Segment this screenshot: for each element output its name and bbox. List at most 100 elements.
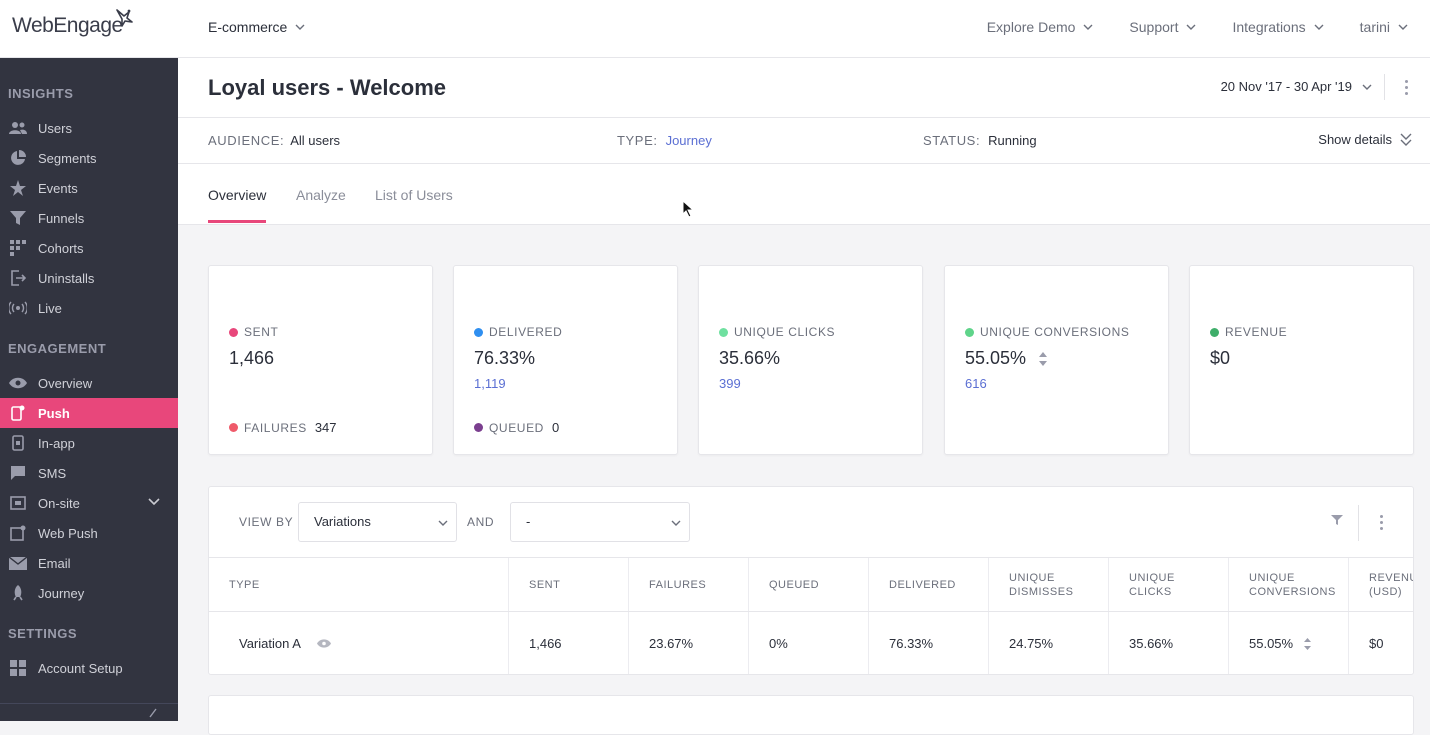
sidebar-item-users[interactable]: Users: [0, 113, 178, 143]
show-details-label: Show details: [1318, 132, 1392, 147]
status-value: Running: [988, 133, 1037, 148]
sidebar-item-account-setup[interactable]: Account Setup: [0, 653, 178, 683]
rocket-icon: [9, 585, 27, 601]
sidebar-item-label: In-app: [38, 435, 75, 451]
col-header-unique-dismisses[interactable]: UNIQUE DISMISSES: [989, 558, 1109, 611]
sidebar-section-settings: SETTINGS: [8, 626, 78, 641]
status-field: STATUS: Running: [923, 133, 1037, 148]
cell-unique-dismisses: 24.75%: [989, 612, 1109, 674]
view-by-select[interactable]: Variations: [298, 502, 457, 542]
unique-clicks-count-link[interactable]: 399: [719, 376, 741, 391]
sidebar-item-segments[interactable]: Segments: [0, 143, 178, 173]
stat-value-row: 55.05%: [965, 348, 1048, 369]
support-menu[interactable]: Support: [1129, 19, 1196, 35]
envelope-icon: [9, 555, 27, 571]
sidebar-item-funnels[interactable]: Funnels: [0, 203, 178, 233]
grid-dots-icon: [9, 240, 27, 256]
eye-icon: [9, 375, 27, 391]
failures-label: FAILURES: [244, 420, 307, 435]
col-header-revenue[interactable]: REVENUE(USD): [1349, 558, 1413, 611]
page-title: Loyal users - Welcome: [208, 75, 447, 100]
secondary-view-select[interactable]: -: [510, 502, 690, 542]
sidebar-item-label: Account Setup: [38, 660, 123, 676]
table-row[interactable]: Variation A 1,466 23.67% 0% 76.33% 24.75…: [209, 612, 1413, 674]
cell-unique-clicks: 35.66%: [1109, 612, 1229, 674]
sort-arrows-icon[interactable]: [1303, 637, 1312, 651]
col-header-queued[interactable]: QUEUED: [749, 558, 869, 611]
sidebar-collapse-bar[interactable]: [0, 703, 178, 721]
funnel-icon: [9, 210, 27, 226]
sidebar-item-cohorts[interactable]: Cohorts: [0, 233, 178, 263]
sidebar: INSIGHTS Users Segments Events Funnels C…: [0, 58, 178, 721]
view-by-value: Variations: [314, 514, 371, 529]
stat-card-unique-conversions: UNIQUE CONVERSIONS 55.05% 616: [944, 265, 1169, 455]
unique-conversions-dot: [965, 327, 974, 337]
explore-demo-menu[interactable]: Explore Demo: [987, 19, 1094, 35]
stat-label: UNIQUE CLICKS: [734, 325, 836, 339]
logo-bird-icon: [116, 9, 133, 27]
date-range-picker[interactable]: 20 Nov '17 - 30 Apr '19: [1221, 79, 1372, 94]
col-header-text: QUEUED: [769, 578, 820, 591]
filter-icon[interactable]: [1331, 514, 1343, 526]
collapse-arrow-icon[interactable]: [148, 708, 158, 718]
sidebar-item-live[interactable]: Live: [0, 293, 178, 323]
sidebar-item-events[interactable]: Events: [0, 173, 178, 203]
sidebar-item-email[interactable]: Email: [0, 548, 178, 578]
col-header-sent[interactable]: SENT: [509, 558, 629, 611]
type-link[interactable]: Journey: [665, 133, 712, 148]
exit-icon: [9, 270, 27, 286]
integrations-menu[interactable]: Integrations: [1232, 19, 1324, 35]
col-header-unique-clicks[interactable]: UNIQUE CLICKS: [1109, 558, 1229, 611]
sidebar-item-web-push[interactable]: Web Push: [0, 518, 178, 548]
stat-card-unique-clicks: UNIQUE CLICKS 35.66% 399: [698, 265, 923, 455]
chevron-down-icon: [1362, 84, 1372, 90]
stat-value: 35.66%: [719, 348, 781, 368]
campaign-meta: AUDIENCE: All users TYPE: Journey STATUS…: [178, 118, 1430, 164]
project-selector[interactable]: E-commerce: [208, 19, 305, 35]
sort-arrows-icon[interactable]: [1038, 351, 1048, 367]
tab-overview[interactable]: Overview: [208, 187, 267, 203]
stat-card-delivered: DELIVERED 76.33% 1,119 QUEUED 0: [453, 265, 678, 455]
stat-value: 55.05%: [965, 348, 1027, 368]
sidebar-item-on-site[interactable]: On-site: [0, 488, 178, 518]
show-details-toggle[interactable]: Show details: [1318, 132, 1412, 147]
and-label: AND: [467, 515, 495, 529]
delivered-count-link[interactable]: 1,119: [474, 376, 506, 391]
tab-analyze[interactable]: Analyze: [296, 187, 346, 203]
col-header-line: DISMISSES: [1009, 585, 1074, 598]
header-divider: [1384, 74, 1385, 100]
type-field: TYPE: Journey: [617, 133, 712, 148]
view-by-label: VIEW BY: [239, 515, 294, 529]
chevron-down-icon[interactable]: [148, 497, 160, 507]
col-header-delivered[interactable]: DELIVERED: [869, 558, 989, 611]
variation-name: Variation A: [239, 636, 301, 651]
sidebar-item-journey[interactable]: Journey: [0, 578, 178, 608]
col-header-unique-conversions[interactable]: UNIQUE CONVERSIONS: [1229, 558, 1349, 611]
table-more-options-icon[interactable]: [1379, 515, 1383, 530]
webengage-logo[interactable]: WebEngage: [12, 9, 133, 38]
sidebar-item-uninstalls[interactable]: Uninstalls: [0, 263, 178, 293]
cell-revenue: $0: [1369, 636, 1384, 651]
sidebar-item-overview[interactable]: Overview: [0, 368, 178, 398]
eye-icon[interactable]: [316, 639, 331, 648]
unique-conversions-count-link[interactable]: 616: [965, 376, 987, 391]
browser-window-icon: [9, 495, 27, 511]
stat-label: DELIVERED: [489, 325, 563, 339]
col-header-type[interactable]: TYPE: [209, 558, 509, 611]
sidebar-item-label: Users: [38, 120, 72, 136]
status-label: STATUS:: [923, 133, 981, 148]
sidebar-item-in-app[interactable]: In-app: [0, 428, 178, 458]
sidebar-item-sms[interactable]: SMS: [0, 458, 178, 488]
col-header-line: UNIQUE: [1249, 571, 1295, 584]
users-icon: [9, 120, 27, 136]
sidebar-item-push[interactable]: Push: [0, 398, 178, 428]
stat-value: 76.33%: [474, 348, 536, 368]
more-options-icon[interactable]: [1404, 80, 1408, 95]
queued-label: QUEUED: [489, 420, 544, 435]
tab-list-of-users[interactable]: List of Users: [375, 187, 453, 203]
next-section-card: [208, 695, 1414, 735]
user-menu[interactable]: tarini: [1360, 19, 1408, 35]
col-header-failures[interactable]: FAILURES: [629, 558, 749, 611]
page-header: Loyal users - Welcome 20 Nov '17 - 30 Ap…: [178, 58, 1430, 118]
col-header-line: UNIQUE: [1009, 571, 1055, 584]
